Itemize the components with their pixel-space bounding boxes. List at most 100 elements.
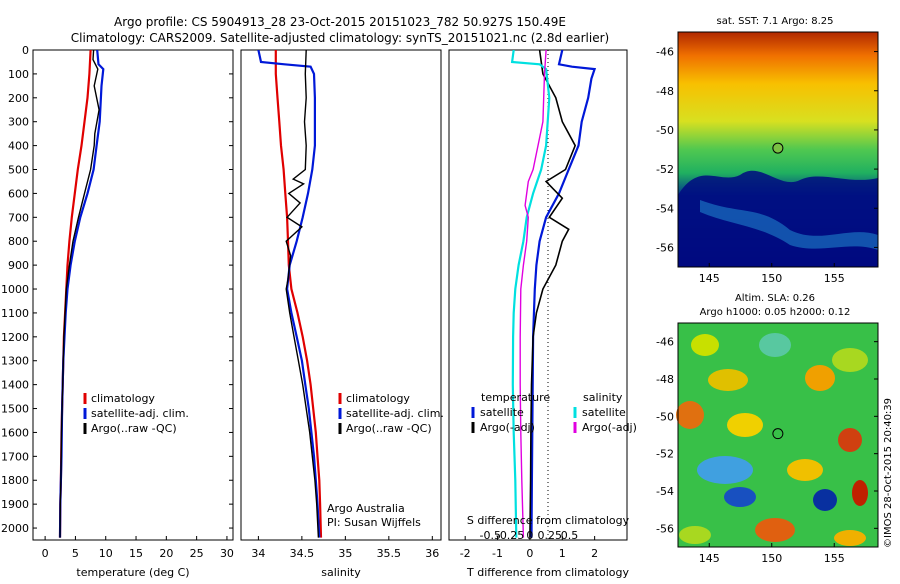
series-line-argo-adj [519,50,547,538]
y-tick-label: 1200 [1,331,29,344]
temperature-legend: climatology satellite-adj. clim. Argo(..ra… [83,392,189,435]
sla-map-subtitle: Argo h1000: 0.05 h2000: 0.12 [700,307,851,318]
y-tick-label: 100 [8,68,29,81]
title-line-1: Argo profile: CS 5904913_28 23-Oct-2015 … [114,15,566,29]
map-x-tick-label: 145 [699,272,720,285]
map-y-tick-label: -48 [656,85,674,98]
y-tick-label: 1100 [1,307,29,320]
series-line-climatology [274,50,323,538]
map-x-tick-label: 155 [824,272,845,285]
y-tick-label: 500 [8,164,29,177]
s-difference-label: S difference from climatology [467,514,630,527]
sla-anomaly [727,413,763,437]
sst-cold-water [678,170,878,267]
imos-timestamp: ©IMOS 28-Oct-2015 20:40:39 [883,398,894,548]
legend-label: climatology [91,392,155,405]
sla-anomalies [676,333,868,546]
salinity-panel: 34 34.5 35 35.5 36 salinity climatology satel… [240,49,444,579]
y-tick-label: 400 [8,140,29,153]
sla-profile-marker [772,428,784,440]
sla-anomaly [724,487,756,507]
legend-label: Argo(..raw -QC) [91,422,177,435]
sla-anomaly [838,428,862,452]
series-line-argo-adj [529,50,577,538]
x-tick-top-label: 0 [526,529,533,542]
x-tick-label: 35 [338,547,352,560]
x-tick-label: 0 [42,547,49,560]
x-tick-label: 15 [129,547,143,560]
y-tick-label: 1900 [1,498,29,511]
sla-anomaly [676,401,704,429]
x-tick-label: -1 [492,547,503,560]
x-tick-label: 1 [559,547,566,560]
sla-anomaly [697,456,753,484]
y-tick-label: 2000 [1,522,29,535]
y-tick-label: 700 [8,211,29,224]
y-tick-label: 1800 [1,474,29,487]
legend-label: Argo(-adj) [480,421,535,434]
salinity-legend: climatology satellite-adj. clim. Argo(..ra… [338,392,444,435]
map-y-tick-label: -52 [656,163,674,176]
map-y-tick-label: -50 [656,410,674,423]
legend-label: satellite [480,406,524,419]
sla-map-title: Altim. SLA: 0.26 [735,293,815,304]
map-y-tick-label: -52 [656,448,674,461]
title-line-2: Climatology: CARS2009. Satellite-adjuste… [71,31,609,45]
sst-map-title: sat. SST: 7.1 Argo: 8.25 [716,16,833,27]
sla-map-frame [677,322,879,548]
temperature-panel: 0100200300400500600700800900100011001200… [1,44,627,579]
map-y-tick-label: -54 [656,485,674,498]
x-tick-label: 20 [159,547,173,560]
sla-anomaly [813,489,837,511]
sla-anomaly [834,530,866,546]
y-tick-label: 900 [8,259,29,272]
x-tick-label: 34.5 [290,547,315,560]
x-tick-label: 34 [251,547,265,560]
legend-label: satellite-adj. clim. [91,407,189,420]
x-tick-top-label: 0.5 [561,529,579,542]
legend-title-salinity: salinity [583,391,623,404]
y-tick-label: 200 [8,92,29,105]
map-y-tick-label: -54 [656,202,674,215]
t-difference-label: T difference from climatology [466,566,629,579]
sla-anomaly [708,369,748,391]
argo-australia-label: Argo Australia [327,502,405,515]
x-tick-label: 36 [425,547,439,560]
map-x-tick-label: 150 [761,272,782,285]
map-y-tick-label: -46 [656,336,674,349]
x-tick-top-label: -0.5 [480,529,501,542]
sla-anomaly [759,333,791,357]
x-tick-top-label: -0.25 [496,529,524,542]
legend-label: climatology [346,392,410,405]
x-tick-label: 30 [220,547,234,560]
sla-map: Altim. SLA: 0.26 Argo h1000: 0.05 h2000:… [656,293,879,565]
map-y-tick-label: -48 [656,373,674,386]
sla-anomaly [805,365,835,391]
sla-anomaly [852,480,868,506]
legend-label: satellite [582,406,626,419]
y-tick-label: 1500 [1,403,29,416]
map-x-tick-label: 150 [761,552,782,565]
map-y-tick-label: -56 [656,241,674,254]
y-tick-label: 600 [8,187,29,200]
y-tick-label: 300 [8,116,29,129]
sst-map: sat. SST: 7.1 Argo: 8.25 -46 -48 -50 -52 -54… [656,16,879,285]
sla-anomaly [755,518,795,542]
sla-anomaly [691,334,719,356]
legend-label: Argo(..raw -QC) [346,422,432,435]
difference-panel: -2 -1 0 1 2 -0.5-0.25 0 0.250.5 S difference f… [448,49,637,579]
map-y-tick-label: -50 [656,124,674,137]
salinity-plot-frame [240,49,442,541]
sst-profile-marker [772,142,784,154]
sla-anomaly [787,459,823,481]
x-tick-label: 2 [591,547,598,560]
salinity-xlabel: salinity [321,566,361,579]
pi-label: PI: Susan Wijffels [327,516,421,529]
y-tick-label: 1000 [1,283,29,296]
x-tick-top-label: 0.25 [537,529,562,542]
y-tick-label: 800 [8,235,29,248]
difference-plot-frame [448,49,628,541]
y-tick-label: 1700 [1,450,29,463]
map-y-tick-label: -56 [656,522,674,535]
